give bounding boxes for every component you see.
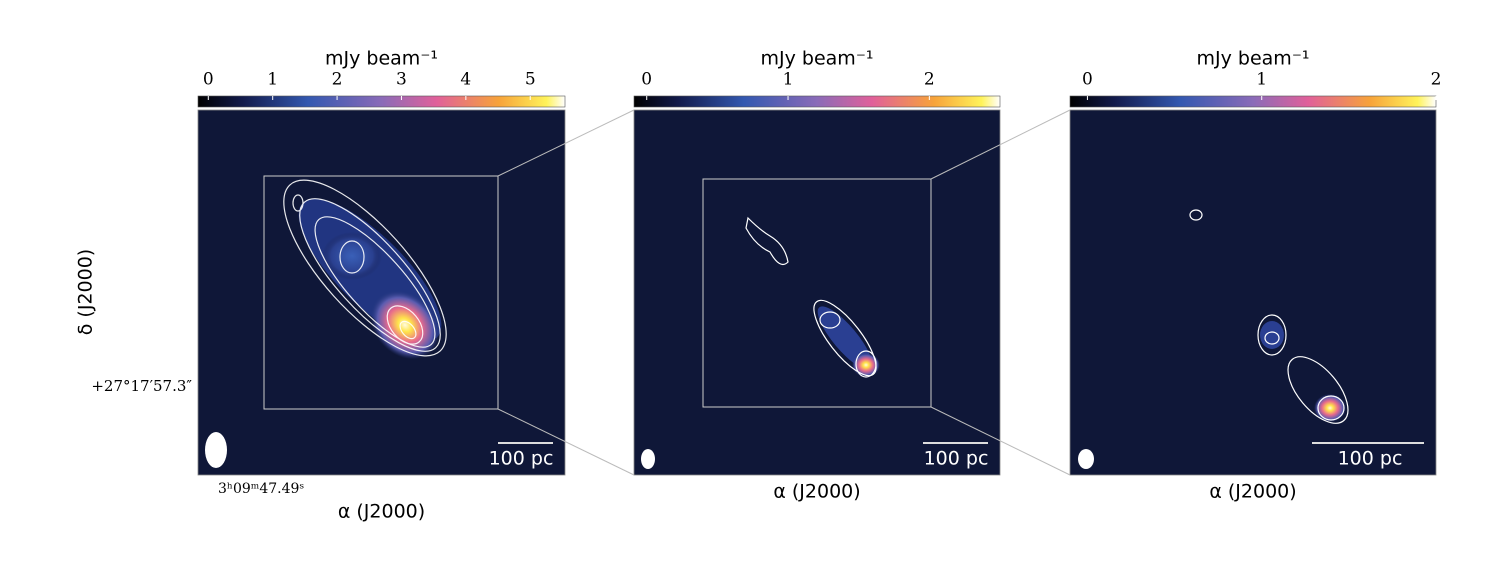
y-axis-label: δ (J2000) <box>75 249 97 335</box>
image-background <box>1070 110 1436 475</box>
connector <box>497 408 635 476</box>
colorbar <box>1069 95 1437 108</box>
colorbar-tick-label: 2 <box>924 70 935 90</box>
colorbar <box>197 95 566 108</box>
colorbar-label: mJy beam⁻¹ <box>1197 48 1310 70</box>
y-tick-label: +27°17′57.3″ <box>91 377 192 395</box>
source-emission <box>205 175 1349 469</box>
colorbar-tick-label: 2 <box>1431 70 1442 90</box>
x-axis-label: α (J2000) <box>1209 481 1296 503</box>
scalebar-label: 100 pc <box>924 448 989 470</box>
colorbar-tick-label: 1 <box>267 70 278 90</box>
scalebar-label: 100 pc <box>1338 448 1403 470</box>
colorbar-tick-label: 3 <box>396 70 407 90</box>
colorbar <box>633 95 1001 108</box>
colorbar-label: mJy beam⁻¹ <box>325 48 438 70</box>
colorbar-tick-label: 0 <box>641 70 652 90</box>
image-frame <box>1069 109 1437 476</box>
colorbar-tick-label: 5 <box>525 70 536 90</box>
panels: mJy beam⁻¹ 0 1 2 3 4 5 100 pc α (J2000) mJy beam⁻… <box>197 48 1442 523</box>
zoom-connectors <box>497 109 1071 476</box>
colorbar-tick-label: 0 <box>203 70 214 90</box>
colorbar-tick-label: 4 <box>460 70 471 90</box>
connector <box>930 406 1071 476</box>
scalebar-label: 100 pc <box>489 448 554 470</box>
connector <box>930 109 1071 180</box>
x-axis-label: α (J2000) <box>338 501 425 523</box>
image-frame <box>633 109 1001 476</box>
colorbar-tick-label: 2 <box>332 70 343 90</box>
colorbar-tick-label: 1 <box>783 70 794 90</box>
connector <box>497 109 635 177</box>
x-tick-label: 3ʰ09ᵐ47.49ˢ <box>218 481 304 497</box>
image-background <box>634 110 1000 475</box>
x-axis-label: α (J2000) <box>773 481 860 503</box>
colorbar-label: mJy beam⁻¹ <box>761 48 874 70</box>
colorbar-tick-label: 0 <box>1082 70 1093 90</box>
image-frame <box>197 109 566 476</box>
colorbar-tick-label: 1 <box>1256 70 1267 90</box>
